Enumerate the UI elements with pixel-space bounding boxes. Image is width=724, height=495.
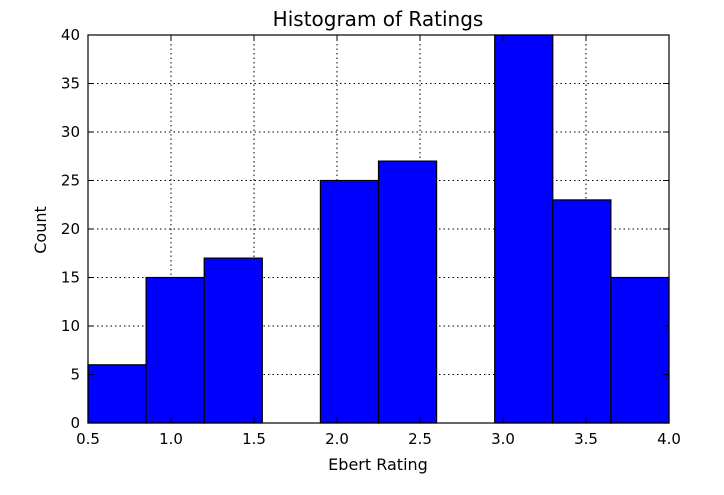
x-axis-label: Ebert Rating	[328, 455, 428, 474]
x-tick-label-1: 1.0	[159, 430, 183, 448]
histogram-bar-4	[319, 179, 380, 424]
y-axis-ticks: 0 5 10 15 20 25 30 35 40	[61, 26, 669, 432]
y-tick-label-8: 40	[61, 26, 80, 44]
y-tick-label-1: 5	[70, 366, 80, 384]
histogram-bar-0	[87, 364, 147, 424]
histogram-bar-9	[610, 276, 670, 424]
histogram-bar-8	[552, 199, 612, 424]
y-tick-label-7: 35	[61, 75, 80, 93]
histogram-bars	[87, 34, 670, 424]
x-tick-label-2: 1.5	[242, 430, 266, 448]
histogram-bar-7	[494, 34, 554, 424]
histogram-bar-1	[145, 276, 205, 424]
x-tick-label-5: 3.0	[491, 430, 515, 448]
x-tick-label-4: 2.5	[408, 430, 432, 448]
y-axis-label: Count	[31, 206, 50, 254]
y-tick-label-3: 15	[61, 269, 80, 287]
x-tick-label-6: 3.5	[574, 430, 598, 448]
x-tick-label-7: 4.0	[657, 430, 681, 448]
x-axis-ticks: 0.5 1.0 1.5 2.0 2.5 3.0 3.5 4.0	[76, 35, 681, 448]
y-tick-label-2: 10	[61, 317, 80, 335]
y-tick-label-5: 25	[61, 172, 80, 190]
y-tick-label-4: 20	[61, 220, 80, 238]
histogram-bar-5	[377, 160, 438, 424]
y-tick-label-6: 30	[61, 123, 80, 141]
chart-title: Histogram of Ratings	[273, 7, 484, 31]
histogram-bar-2	[203, 257, 263, 424]
y-tick-label-0: 0	[70, 414, 80, 432]
x-tick-label-0: 0.5	[76, 430, 100, 448]
x-tick-label-3: 2.0	[325, 430, 349, 448]
